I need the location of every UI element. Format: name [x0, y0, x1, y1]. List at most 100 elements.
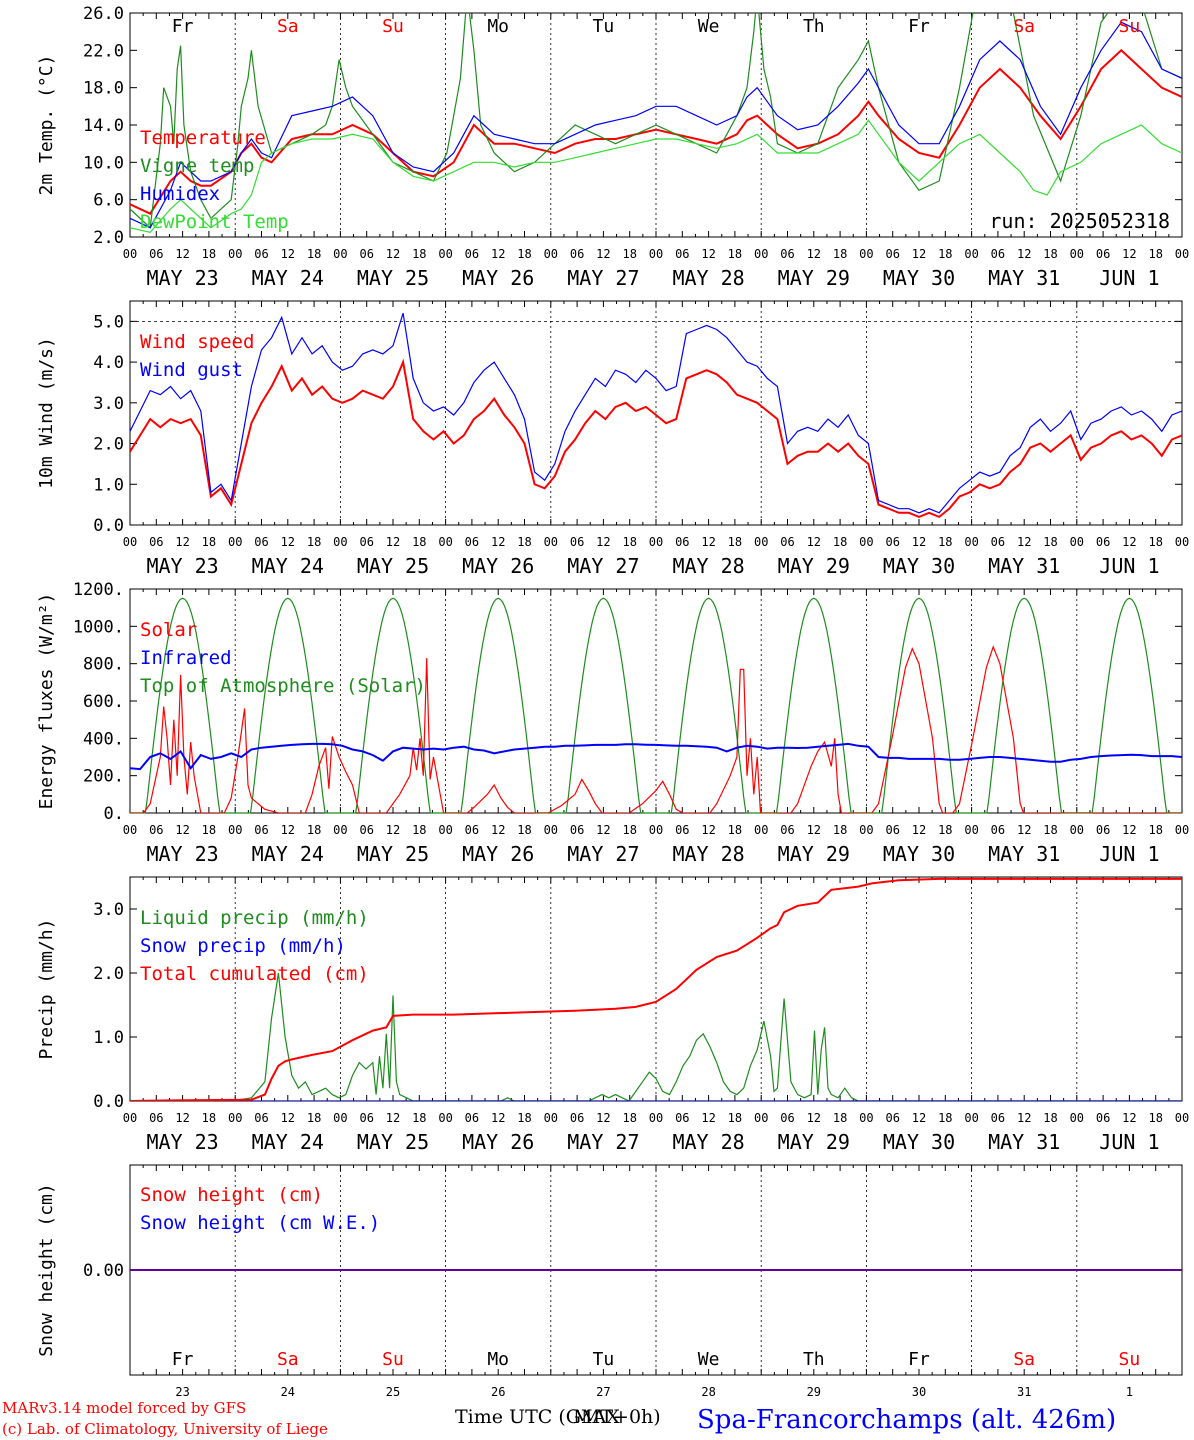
hour-tick-label: 00: [964, 535, 978, 549]
hour-tick-label: 00: [438, 247, 452, 261]
y-axis-label: Energy fluxes (W/m²): [36, 593, 57, 810]
day-label: MAY 30: [883, 554, 955, 578]
hour-tick-label: 06: [991, 823, 1005, 837]
day-label: MAY 30: [883, 842, 955, 866]
hour-tick-label: 06: [465, 823, 479, 837]
weekday-label: Su: [382, 16, 404, 37]
weekday-label: Sa: [277, 16, 299, 37]
hour-tick-label: 18: [307, 823, 321, 837]
day-label: MAY 24: [252, 842, 324, 866]
hour-tick-label: 06: [675, 823, 689, 837]
day-label: MAY 28: [672, 266, 744, 290]
hour-tick-label: 18: [517, 823, 531, 837]
series-line-humidex: [130, 21, 1182, 229]
hour-tick-label: 12: [701, 823, 715, 837]
legend-entry: Wind gust: [140, 359, 243, 381]
hour-tick-label: 06: [780, 247, 794, 261]
hour-tick-label: 00: [964, 247, 978, 261]
y-tick-label: 10.0: [83, 153, 124, 173]
day-label: MAY 26: [462, 1130, 534, 1154]
day-label: MAY 25: [357, 842, 429, 866]
hour-tick-label: 00: [1175, 823, 1189, 837]
hour-tick-label: 18: [412, 1111, 426, 1125]
run-annotation: run: 2025052318: [989, 209, 1170, 233]
weekday-label: Su: [1119, 16, 1141, 37]
label-layer: 00 06 12 18 00 06 12 18 00 06 12 18 00 06 12 18 00 06 12 18…: [36, 4, 1189, 1399]
weekday-label: Mo: [487, 16, 509, 37]
hour-tick-label: 12: [281, 823, 295, 837]
hour-tick-label: 00: [859, 247, 873, 261]
hour-tick-label: 18: [833, 247, 847, 261]
hour-tick-label: 18: [1043, 1111, 1057, 1125]
hour-tick-label: 18: [622, 535, 636, 549]
weekday-label: Fr: [908, 1349, 930, 1370]
day-number-label: 31: [1017, 1385, 1031, 1399]
hour-tick-label: 06: [780, 1111, 794, 1125]
y-tick-label: 1.0: [93, 475, 124, 495]
hour-tick-label: 18: [307, 535, 321, 549]
day-label: MAY 27: [567, 1130, 639, 1154]
weekday-label: Sa: [1013, 16, 1035, 37]
y-tick-label: 26.0: [83, 4, 124, 24]
day-number-label: 23: [175, 1385, 189, 1399]
hour-tick-label: 00: [438, 823, 452, 837]
hour-tick-label: 06: [359, 247, 373, 261]
hour-tick-label: 18: [728, 535, 742, 549]
series-line-temperature: [130, 48, 1182, 215]
hour-tick-label: 18: [938, 823, 952, 837]
series-line-solar: [130, 645, 1182, 813]
legend-entry: Snow height (cm): [140, 1184, 323, 1206]
hour-tick-label: 12: [1122, 823, 1136, 837]
hour-tick-label: 18: [517, 535, 531, 549]
hour-tick-label: 00: [964, 1111, 978, 1125]
weekday-label: Fr: [908, 16, 930, 37]
y-tick-label: 0.0: [93, 1092, 124, 1112]
hour-tick-label: 00: [1070, 535, 1084, 549]
weekday-label: We: [698, 16, 720, 37]
y-tick-label: 2.0: [93, 435, 124, 455]
hour-tick-label: 06: [885, 535, 899, 549]
hour-tick-label: 18: [517, 247, 531, 261]
day-label: MAY 30: [883, 1130, 955, 1154]
hour-tick-label: 18: [728, 247, 742, 261]
hour-tick-label: 06: [675, 1111, 689, 1125]
station-name: Spa-Francorchamps (alt. 426m): [697, 1405, 1116, 1435]
day-label: MAY 24: [252, 266, 324, 290]
hour-tick-label: 06: [780, 823, 794, 837]
hour-tick-label: 06: [149, 247, 163, 261]
hour-tick-label: 12: [175, 823, 189, 837]
day-label: MAY 28: [672, 1130, 744, 1154]
hour-tick-label: 06: [570, 247, 584, 261]
hour-tick-label: 06: [149, 1111, 163, 1125]
hour-tick-label: 12: [175, 535, 189, 549]
weekday-label: Mo: [487, 1349, 509, 1370]
hour-tick-label: 06: [465, 1111, 479, 1125]
day-label: MAY 26: [462, 266, 534, 290]
hour-tick-label: 06: [570, 823, 584, 837]
grid-layer: [129, 12, 1183, 1376]
hour-tick-label: 18: [938, 535, 952, 549]
hour-tick-label: 06: [570, 535, 584, 549]
day-label: MAY 27: [567, 842, 639, 866]
series-line-liquid-precip-mm-h-: [130, 972, 1182, 1101]
hour-tick-label: 06: [885, 1111, 899, 1125]
hour-tick-label: 12: [386, 1111, 400, 1125]
hour-tick-label: 06: [675, 247, 689, 261]
y-tick-label: 400.: [83, 729, 124, 749]
hour-tick-label: 12: [912, 247, 926, 261]
day-label: MAY 24: [252, 1130, 324, 1154]
hour-tick-label: 12: [1122, 1111, 1136, 1125]
hour-tick-label: 06: [149, 535, 163, 549]
hour-tick-label: 06: [1096, 535, 1110, 549]
hour-tick-label: 12: [912, 535, 926, 549]
toa-solar-line: [130, 597, 1182, 814]
hour-tick-label: 18: [412, 823, 426, 837]
legend-entry: DewPoint Temp: [140, 211, 289, 233]
hour-tick-label: 06: [570, 1111, 584, 1125]
hour-tick-label: 06: [675, 535, 689, 549]
hour-tick-label: 00: [228, 247, 242, 261]
hour-tick-label: 06: [254, 247, 268, 261]
day-label: JUN 1: [1099, 842, 1159, 866]
weekday-label: Tu: [593, 1349, 615, 1370]
